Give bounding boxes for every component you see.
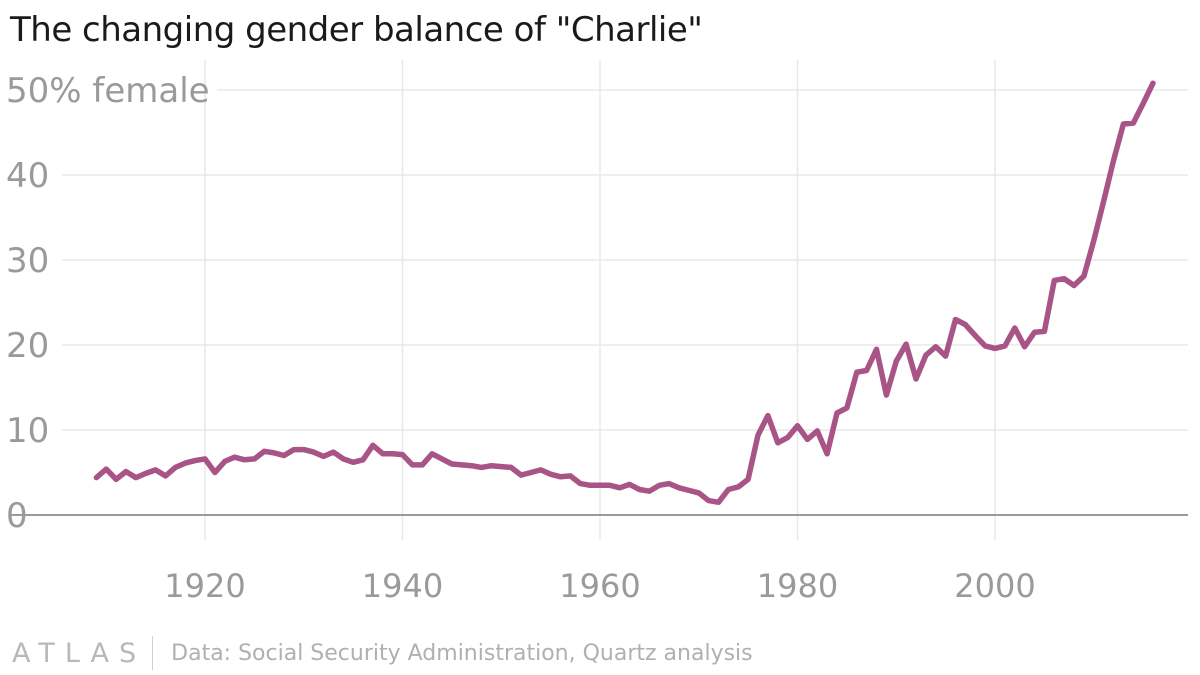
y-tick-label-40: 40: [6, 156, 49, 196]
source-note: Data: Social Security Administration, Qu…: [171, 640, 753, 666]
y-tick-label-10: 10: [6, 411, 49, 451]
x-tick-label-1940: 1940: [362, 567, 443, 605]
series-line-layer: [93, 80, 1156, 506]
y-axis-ticks: 0 10 20 30 40 50% female: [6, 71, 210, 536]
y-tick-label-50: 50% female: [6, 71, 210, 111]
footer: ATLAS Data: Social Security Administrati…: [12, 636, 753, 670]
y-tick-label-0: 0: [6, 496, 28, 536]
y-tick-label-30: 30: [6, 241, 49, 281]
chart-title: The changing gender balance of "Charlie": [10, 10, 703, 50]
x-tick-label-1920: 1920: [164, 567, 245, 605]
series-line-0: [93, 80, 1156, 506]
grid-lines: [10, 60, 1188, 540]
x-tick-label-1980: 1980: [757, 567, 838, 605]
x-tick-label-2000: 2000: [954, 567, 1035, 605]
x-axis-ticks: 1920 1940 1960 1980 2000: [164, 567, 1035, 605]
x-tick-label-1960: 1960: [559, 567, 640, 605]
footer-divider: [152, 636, 154, 670]
atlas-logo: ATLAS: [12, 637, 147, 669]
y-tick-label-20: 20: [6, 326, 49, 366]
